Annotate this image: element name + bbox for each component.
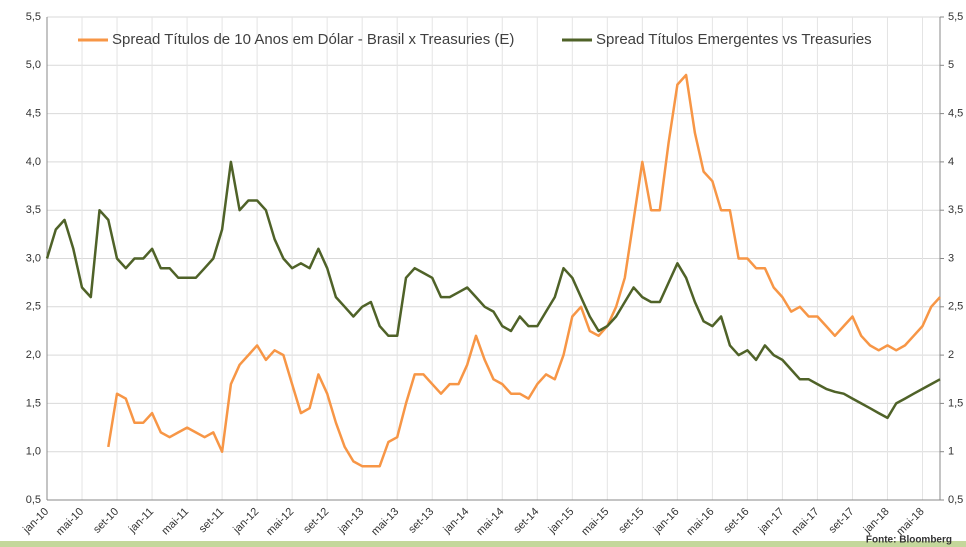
x-tick-label: set-15 [616, 506, 646, 536]
x-tick-label: mai-18 [894, 506, 926, 538]
x-tick-label: jan-16 [651, 506, 682, 537]
x-tick-label: set-12 [301, 506, 331, 536]
y2-tick-label: 4 [948, 156, 954, 168]
y2-tick-label: 4,5 [948, 108, 963, 120]
x-tick-label: mai-12 [264, 506, 296, 538]
y2-tick-label: 5 [948, 59, 954, 71]
y-tick-label: 1,0 [26, 446, 41, 458]
y2-tick-label: 1 [948, 446, 954, 458]
x-tick-label: mai-11 [160, 506, 192, 538]
series-line [45, 160, 941, 420]
y-tick-label: 4,0 [26, 156, 41, 168]
x-tick-label: jan-10 [20, 506, 51, 537]
y2-tick-label: 1,5 [948, 397, 963, 409]
x-tick-label: set-16 [721, 506, 751, 536]
x-tick-label: mai-17 [789, 506, 821, 538]
x-tick-label: set-13 [406, 506, 436, 536]
x-tick-label: jan-12 [230, 506, 261, 537]
y-tick-label: 5,0 [26, 59, 41, 71]
bottom-bar [0, 541, 966, 547]
y-tick-label: 0,5 [26, 494, 41, 506]
source: Fonte: Bloomberg [866, 535, 952, 546]
x-tick-label: mai-15 [579, 506, 611, 538]
x-tick-label: mai-16 [684, 506, 716, 538]
x-tick-label: jan-18 [861, 506, 892, 537]
y2-tick-label: 2,5 [948, 301, 963, 313]
legend-label: Spread Títulos Emergentes vs Treasuries [596, 31, 872, 48]
y-tick-label: 3,5 [26, 204, 41, 216]
x-tick-label: jan-15 [546, 506, 577, 537]
x-tick-label: set-14 [511, 506, 541, 536]
series-line [107, 73, 941, 468]
legend-label: Spread Títulos de 10 Anos em Dólar - Bra… [112, 31, 514, 48]
x-tick-label: mai-14 [474, 506, 506, 538]
y2-tick-label: 5,5 [948, 11, 963, 23]
x-tick-label: mai-10 [54, 506, 86, 538]
y2-tick-label: 0,5 [948, 494, 963, 506]
y-tick-label: 4,5 [26, 108, 41, 120]
x-tick-label: jan-11 [126, 506, 156, 536]
y2-tick-label: 3,5 [948, 204, 963, 216]
x-tick-label: set-17 [827, 506, 857, 536]
y-tick-label: 3,0 [26, 252, 41, 264]
y2-tick-label: 2 [948, 349, 954, 361]
y-tick-label: 5,5 [26, 11, 41, 23]
x-tick-label: set-10 [91, 506, 121, 536]
y-tick-label: 2,0 [26, 349, 41, 361]
x-tick-label: jan-17 [756, 506, 787, 537]
y-tick-label: 2,5 [26, 301, 41, 313]
x-tick-label: set-11 [197, 506, 227, 536]
y2-tick-label: 3 [948, 252, 954, 264]
x-tick-label: jan-14 [441, 506, 472, 537]
y-tick-label: 1,5 [26, 397, 41, 409]
x-tick-label: mai-13 [369, 506, 401, 538]
x-tick-label: jan-13 [336, 506, 367, 537]
